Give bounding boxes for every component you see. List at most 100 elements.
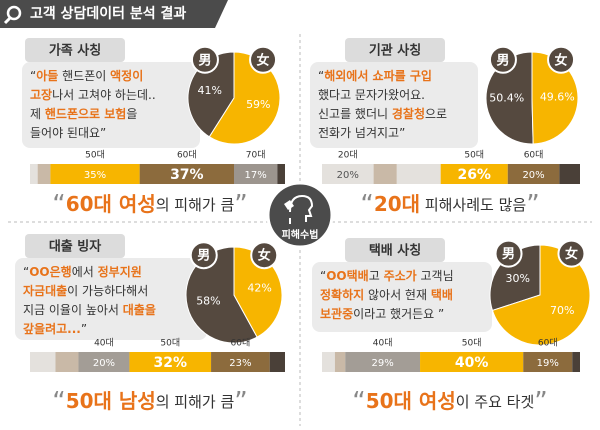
gender-badge	[547, 45, 576, 74]
pie-value-label: 41%	[197, 84, 221, 97]
tag	[345, 38, 445, 62]
caption-text: ”	[234, 190, 247, 220]
caption-text: ”	[526, 190, 539, 220]
bar-value-label: 20%	[337, 170, 359, 181]
caption: “50대 여성이 주요 타겟”	[352, 387, 548, 417]
bar-segment	[322, 352, 335, 372]
caption-text: 의 피해가 큼	[156, 393, 235, 411]
age-label: 40대	[373, 338, 393, 349]
bar-segment	[139, 164, 234, 184]
quote-text: 나서 고쳐야 하는데..	[52, 88, 156, 102]
bar-value-label: 29%	[372, 358, 394, 369]
age-label: 50대	[160, 338, 180, 349]
search-icon-handle	[3, 16, 12, 25]
quote-text: 제	[30, 107, 45, 121]
bar-segment	[322, 164, 374, 184]
quote-line: 제 핸드폰으로 보험을	[30, 106, 137, 121]
bar-value-label: 37%	[170, 167, 204, 183]
quote-text: 아들	[36, 68, 58, 83]
bar-segment	[37, 164, 51, 184]
bar-segment	[55, 352, 79, 372]
caption-text: ”	[234, 387, 247, 417]
quote-line: 정확하지 않아서 현재 택배	[320, 287, 453, 302]
gender-badge	[189, 241, 218, 270]
quote-text: 갚을려고...	[23, 321, 81, 336]
gender-badge	[249, 45, 278, 74]
quote-line: “아들 핸드폰이 액정이	[30, 68, 143, 83]
caption-text: “	[352, 387, 365, 417]
caption-text: 50대 여성	[366, 389, 456, 413]
caption-text: 피해사례도 많음	[420, 196, 526, 214]
legend-label: 男	[496, 53, 509, 68]
center-icon	[289, 194, 314, 224]
caption: “60대 여성의 피해가 큼”	[52, 190, 248, 220]
quote-text: 신고를 했더니	[318, 107, 392, 121]
quote-line: 자금대출이 가능하다해서	[23, 283, 148, 298]
bar-value-label: 17%	[245, 170, 267, 181]
quote-text: 핸드폰으로 보험	[45, 106, 126, 121]
bar-value-label: 26%	[457, 167, 491, 183]
quote-text: 정부지원	[98, 264, 142, 279]
center-label: 피해수법	[282, 228, 319, 241]
bar-segment	[78, 352, 130, 372]
legend-label: 女	[257, 52, 270, 68]
caption-text: 50대 남성	[66, 389, 156, 413]
quote-line: “OO은행에서 정부지원	[23, 264, 142, 279]
pie-value-label: 58%	[196, 295, 220, 308]
bar-segment	[440, 164, 508, 184]
quote-line: 전화가 넘겨지고”	[318, 126, 405, 140]
quote-text: OO택배	[326, 268, 368, 283]
pie-slice	[489, 244, 541, 312]
caption-text: 이 주요 타겟	[456, 393, 535, 411]
quote-text: “	[23, 265, 29, 279]
bar-value-label: 20%	[522, 170, 544, 181]
quote-text: 보관중	[320, 306, 353, 321]
tag	[25, 38, 125, 62]
quote-text: 고객님	[417, 269, 454, 283]
legend-label: 女	[258, 248, 271, 264]
bar-segment	[523, 352, 573, 372]
header-bar	[0, 0, 228, 28]
header-title: 고객 상담데이터 분석 결과	[30, 5, 186, 22]
age-label: 50대	[464, 150, 484, 161]
bar-value-label: 20%	[93, 358, 115, 369]
pie-value-label: 42%	[247, 281, 271, 294]
pie-value-label: 59%	[246, 98, 270, 111]
quote-text: “	[320, 269, 326, 283]
caption-text: 60대 여성	[66, 192, 156, 216]
bar-segment	[373, 164, 397, 184]
pie-value-label: 30%	[506, 272, 530, 285]
caption: “20대 피해사례도 많음”	[360, 190, 539, 220]
age-label: 50대	[462, 338, 482, 349]
quote-line: 했다고 문자가왔어요.	[318, 87, 425, 102]
bar-segment	[420, 352, 524, 372]
bar-value-label: 19%	[537, 358, 559, 369]
quote-line: 지금 이율이 높아서 대출을	[23, 302, 156, 317]
legend-label: 男	[198, 53, 211, 68]
pie-slice	[233, 246, 283, 338]
bar-value-label: 40%	[455, 355, 489, 371]
age-label: 70대	[246, 150, 266, 161]
quote-text: 않아서 현재	[364, 288, 431, 302]
bar-segment	[30, 164, 38, 184]
gender-badge	[494, 239, 523, 268]
quote-text: “	[318, 69, 324, 83]
quote-box	[22, 62, 200, 148]
quote-text: 자금대출	[23, 283, 67, 298]
quote-text: 해외에서 쇼파를 구입	[324, 68, 432, 83]
bar-segment	[129, 352, 212, 372]
quote-text: 경찰청	[392, 106, 425, 121]
quote-text: “	[30, 69, 36, 83]
quote-text: 고	[369, 269, 384, 283]
quote-text: 들어야 된대요”	[30, 126, 106, 140]
quote-line: 보관중이라고 했거든요 ”	[320, 306, 444, 321]
legend-label: 男	[197, 249, 210, 264]
quote-text: 이라고 했거든요 ”	[353, 307, 444, 321]
bar-segment	[396, 164, 441, 184]
quote-line: “해외에서 쇼파를 구입	[318, 68, 432, 83]
quote-text: 주소가	[384, 268, 417, 283]
bar-segment	[234, 164, 278, 184]
quote-text: 택배	[431, 287, 453, 302]
gender-badge	[190, 45, 219, 74]
panel-title: 대출 빙자	[49, 239, 101, 255]
